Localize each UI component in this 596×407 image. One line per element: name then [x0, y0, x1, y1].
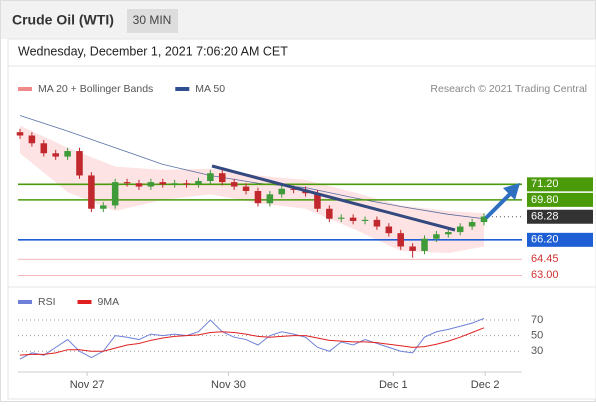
timeframe[interactable]: 30 MIN [133, 13, 172, 27]
trend-line [211, 164, 456, 232]
candle-body [64, 151, 71, 157]
candle-body [76, 151, 83, 176]
series-line [19, 318, 485, 360]
candle-body [326, 208, 333, 219]
candle-body [159, 182, 167, 185]
candle-body [88, 175, 95, 209]
candle-body [468, 222, 476, 227]
candle-body [254, 191, 262, 204]
series-line [19, 327, 485, 356]
credit: Research © 2021 Trading Central [430, 83, 587, 95]
candle-body [385, 226, 393, 234]
candle-body [40, 143, 48, 154]
legend-label: MA 50 [195, 83, 225, 95]
level-box [527, 232, 593, 247]
candle-body [230, 182, 238, 187]
candle-body [278, 188, 286, 195]
candle-body [433, 234, 440, 239]
candle-body [123, 182, 131, 184]
candle-body [242, 186, 250, 191]
legend-label: RSI [38, 296, 56, 308]
candle-body [445, 232, 452, 235]
candle-body [456, 226, 464, 233]
level-label: 66.20 [531, 234, 559, 246]
bollinger-band [20, 125, 484, 254]
candle-body [147, 182, 155, 187]
date: Wednesday, December 1, 2021 7:06:20 AM C… [18, 44, 288, 58]
level-box [527, 209, 593, 224]
forecast-arrow [484, 190, 514, 220]
candle-body [195, 181, 202, 185]
legend-label: 9MA [98, 296, 120, 308]
candle-body [28, 135, 36, 144]
y-tick-label: 30 [531, 345, 543, 357]
level-label: 64.45 [531, 253, 559, 265]
candle-body [421, 238, 428, 251]
level-label: 68.28 [531, 211, 559, 223]
candle-body [349, 217, 357, 221]
y-tick-label: 50 [531, 330, 543, 342]
candle-body [397, 233, 404, 247]
candle-body [135, 183, 143, 187]
candle-body [111, 182, 119, 206]
y-tick-label: 70 [531, 314, 543, 326]
level-box [527, 192, 593, 207]
candle-body [171, 183, 178, 185]
level-label: 63.00 [531, 269, 559, 281]
candle-body [409, 246, 416, 251]
timeframe-box[interactable] [127, 9, 178, 33]
candle-body [218, 173, 226, 183]
level-label: 71.20 [531, 178, 559, 190]
candle-body [314, 193, 321, 209]
ma50-line [19, 115, 485, 220]
candle-body [290, 188, 297, 190]
x-tick-label: Nov 27 [70, 379, 105, 391]
candle-body [266, 194, 274, 204]
candle-body [361, 219, 369, 221]
level-box [527, 177, 593, 192]
title: Crude Oil (WTI) [12, 12, 114, 28]
candle-body [207, 173, 214, 182]
candle-body [480, 216, 488, 223]
level-label: 69.80 [531, 194, 559, 206]
panel [7, 38, 596, 400]
header-bar [1, 1, 595, 39]
x-tick-label: Nov 30 [211, 379, 246, 391]
legend-label: MA 20 + Bollinger Bands [38, 83, 153, 95]
candle-body [52, 153, 59, 157]
arrow-head [503, 183, 520, 200]
candle-body [16, 132, 24, 136]
candle-body [337, 217, 345, 219]
candle-body [183, 183, 190, 185]
x-tick-label: Dec 2 [471, 379, 500, 391]
candle-body [373, 219, 381, 227]
x-tick-label: Dec 1 [379, 379, 408, 391]
candle-body [100, 205, 107, 209]
